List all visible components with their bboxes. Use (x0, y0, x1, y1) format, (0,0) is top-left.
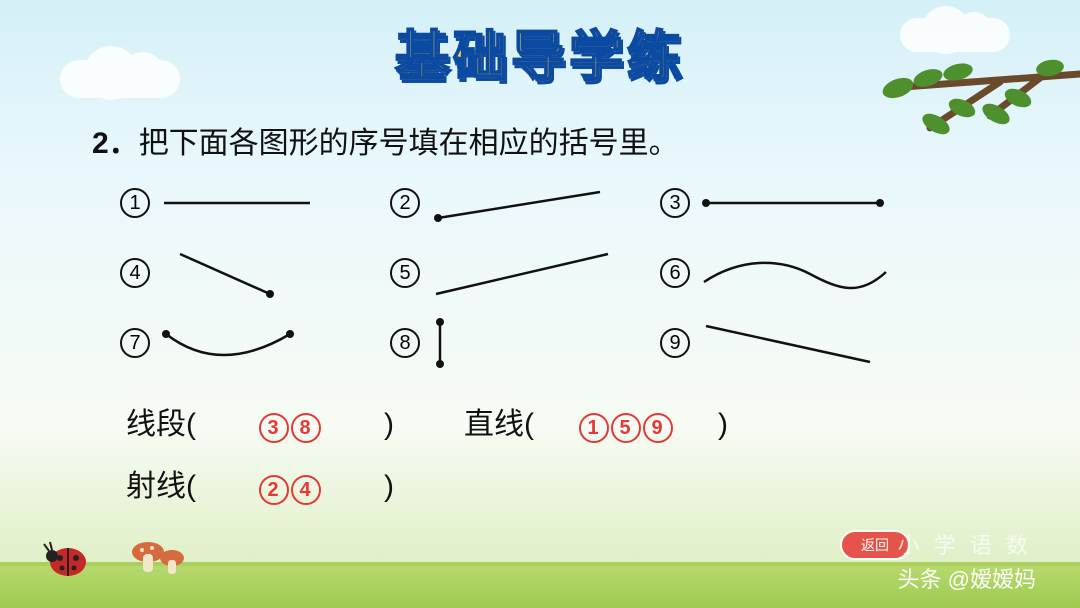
figure-cell: 7 (120, 318, 390, 368)
figure-row: 1 2 3 (120, 168, 940, 238)
figure-1-glyph (160, 178, 350, 228)
figure-8-glyph (430, 318, 620, 368)
figure-6-glyph (700, 248, 890, 298)
figure-cell: 1 (120, 178, 390, 228)
answer-value-icon: 2 (259, 475, 289, 505)
answer-value-icon: 3 (259, 413, 289, 443)
answer-value-icon: 9 (643, 413, 673, 443)
paren-close: ) (718, 394, 728, 456)
figure-9-glyph (700, 318, 890, 368)
figure-4-glyph (160, 248, 350, 298)
answer-row: 射线(24) (126, 456, 728, 518)
figure-cell: 5 (390, 248, 660, 298)
answer-value-icon: 1 (579, 413, 609, 443)
figure-number-icon: 2 (390, 188, 420, 218)
paren-open: ( (186, 394, 196, 456)
paren-close: ) (384, 456, 394, 518)
paren-close: ) (384, 394, 394, 456)
mushrooms-decoration (130, 534, 190, 580)
answer-value: 38 (196, 394, 384, 456)
answer-value-icon: 5 (611, 413, 641, 443)
figure-cell: 2 (390, 178, 660, 228)
answer-label: 直线 (464, 394, 524, 456)
figure-cell: 4 (120, 248, 390, 298)
figure-7-glyph (160, 318, 350, 368)
figure-cell: 9 (660, 318, 930, 368)
watermark-author: 头条 @嫒嫒妈 (898, 562, 1036, 594)
question-number: 2． (92, 127, 139, 160)
answer-value-icon: 4 (291, 475, 321, 505)
answer-value: 24 (196, 456, 384, 518)
paren-open: ( (524, 394, 534, 456)
figure-number-icon: 3 (660, 188, 690, 218)
ladybug-decoration (42, 538, 90, 578)
answers-block: 线段(38)直线(159)射线(24) (126, 394, 728, 518)
question-text: 2．把下面各图形的序号填在相应的括号里。 (92, 118, 972, 162)
answer-label: 射线 (126, 456, 186, 518)
figure-number-icon: 4 (120, 258, 150, 288)
figure-number-icon: 6 (660, 258, 690, 288)
figure-number-icon: 5 (390, 258, 420, 288)
answer-value: 159 (534, 394, 718, 456)
figure-row: 4 5 6 (120, 238, 940, 308)
page-title: 基础导学练 (395, 12, 685, 91)
back-button-label: 返回 (861, 535, 889, 555)
figure-3-glyph (700, 178, 890, 228)
question-body: 把下面各图形的序号填在相应的括号里。 (139, 127, 679, 160)
figure-5-glyph (430, 248, 620, 298)
figure-2-glyph (430, 178, 620, 228)
figure-cell: 3 (660, 178, 930, 228)
figure-number-icon: 9 (660, 328, 690, 358)
figures-grid: 1 2 3 4 5 6 7 8 9 (120, 168, 940, 378)
figure-number-icon: 7 (120, 328, 150, 358)
watermark-text: 小 学 语 数 (898, 528, 1032, 560)
answer-label: 线段 (126, 394, 186, 456)
figure-number-icon: 8 (390, 328, 420, 358)
answer-value-icon: 8 (291, 413, 321, 443)
figure-number-icon: 1 (120, 188, 150, 218)
figure-cell: 8 (390, 318, 660, 368)
figure-row: 7 8 9 (120, 308, 940, 378)
paren-open: ( (186, 456, 196, 518)
figure-cell: 6 (660, 248, 930, 298)
answer-row: 线段(38)直线(159) (126, 394, 728, 456)
